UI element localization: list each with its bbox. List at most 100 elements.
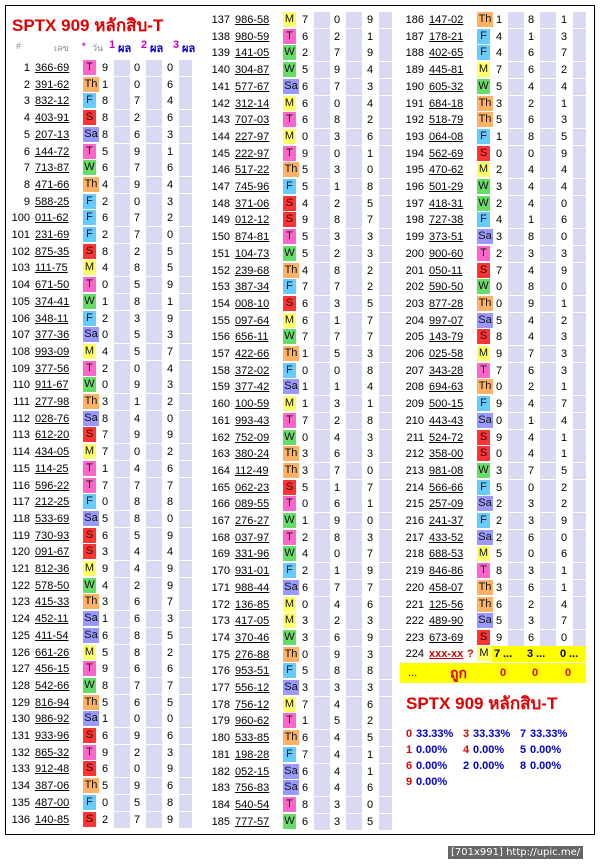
row-code: 343-28 bbox=[429, 364, 464, 377]
cell-bg bbox=[508, 28, 524, 45]
table-row: 158 372-02 F 0 0 8 bbox=[206, 362, 392, 379]
row-value-1: 9 bbox=[495, 431, 503, 444]
correct-1: 0 bbox=[500, 667, 507, 679]
row-value-1: 9 bbox=[301, 214, 309, 227]
row-number: 219 bbox=[405, 565, 424, 578]
cell-bg bbox=[146, 527, 162, 544]
row-day: M bbox=[283, 128, 296, 144]
cell-bg bbox=[314, 412, 330, 429]
cell-bg bbox=[346, 680, 362, 696]
cell-bg bbox=[346, 513, 362, 529]
row-value-1: 4 bbox=[101, 262, 109, 275]
row-value-3: 9 bbox=[166, 279, 174, 292]
table-row: 3 832-12 F 8 7 4 bbox=[6, 93, 192, 110]
row-number: 222 bbox=[405, 615, 424, 628]
cell-bg bbox=[114, 494, 130, 511]
row-value-2: 0 bbox=[133, 195, 141, 208]
stat-digit: 1 bbox=[406, 744, 413, 756]
cell-bg bbox=[146, 694, 162, 711]
cell-bg bbox=[540, 329, 556, 346]
row-day: W bbox=[283, 429, 296, 445]
table-row: 149 012-12 S 9 8 7 bbox=[206, 212, 392, 229]
row-code: 877-28 bbox=[429, 297, 464, 310]
row-value-3: 3 bbox=[560, 331, 568, 344]
table-row: 223 673-69 S 9 6 0 bbox=[400, 629, 586, 646]
row-code: 471-66 bbox=[35, 178, 70, 191]
header-res2: ผล bbox=[150, 43, 164, 55]
row-value-1: 3 bbox=[495, 464, 503, 477]
row-day: S bbox=[477, 629, 490, 645]
row-value-3: 3 bbox=[366, 348, 374, 360]
cell-bg bbox=[573, 245, 586, 262]
cell-bg bbox=[346, 128, 362, 145]
table-row: 175 276-88 Th 0 9 3 bbox=[206, 646, 392, 663]
table-row: 211 524-72 S 9 4 1 bbox=[400, 429, 586, 446]
table-row: 103 111-75 M 4 8 5 bbox=[6, 260, 192, 277]
row-code: 178-21 bbox=[429, 30, 464, 43]
row-value-1: 7 bbox=[301, 414, 309, 427]
table-row: 161 993-43 T 7 2 8 bbox=[206, 412, 392, 429]
row-code: 865-32 bbox=[35, 746, 70, 759]
row-number: 125 bbox=[11, 629, 30, 642]
row-code: 533-69 bbox=[35, 512, 70, 525]
cell-bg bbox=[379, 379, 392, 396]
cell-bg bbox=[573, 412, 586, 429]
row-value-2: 6 bbox=[527, 64, 535, 77]
row-value-2: 4 bbox=[527, 80, 535, 93]
row-value-1: 2 bbox=[301, 565, 309, 578]
row-value-1: 6 bbox=[301, 765, 309, 778]
table-row: 113 612-20 S 7 9 9 bbox=[6, 427, 192, 444]
cell-bg bbox=[346, 813, 362, 830]
row-value-2: 6 bbox=[527, 581, 535, 594]
row-day: T bbox=[477, 245, 490, 261]
cell-bg bbox=[540, 629, 556, 646]
row-day: F bbox=[477, 45, 490, 61]
cell-bg bbox=[508, 78, 524, 95]
cell-bg bbox=[573, 513, 586, 529]
cell-bg bbox=[314, 596, 330, 613]
cell-bg bbox=[573, 229, 586, 246]
cell-bg bbox=[146, 377, 162, 394]
cell-bg bbox=[146, 594, 162, 611]
cell-bg bbox=[314, 262, 330, 279]
cell-bg bbox=[146, 460, 162, 477]
table-row: 207 343-28 T 7 6 3 bbox=[400, 362, 586, 379]
row-code: 533-85 bbox=[235, 732, 270, 745]
row-number: 164 bbox=[211, 464, 230, 477]
cell-bg bbox=[573, 629, 586, 646]
row-day: S bbox=[477, 429, 490, 445]
row-day: Sa bbox=[283, 763, 299, 779]
cell-bg bbox=[573, 596, 586, 613]
row-number: 177 bbox=[211, 682, 230, 694]
row-value-1: 2 bbox=[495, 515, 503, 527]
table-row: 197 418-31 W 2 4 0 bbox=[400, 195, 586, 212]
cell-bg bbox=[346, 479, 362, 496]
row-value-3: 0 bbox=[366, 515, 374, 527]
row-code: 777-57 bbox=[235, 815, 270, 828]
cell-bg bbox=[114, 227, 130, 243]
row-value-3: 6 bbox=[166, 780, 174, 793]
row-value-3: 2 bbox=[560, 498, 568, 511]
cell-bg bbox=[146, 778, 162, 795]
cell-bg bbox=[540, 28, 556, 45]
cell-bg bbox=[508, 279, 524, 296]
row-value-3: 8 bbox=[366, 414, 374, 427]
row-number: 148 bbox=[211, 197, 230, 210]
row-value-2: 7 bbox=[133, 95, 141, 108]
table-row: 131 933-96 S 6 9 6 bbox=[6, 728, 192, 744]
row-value-1: 9 bbox=[301, 147, 309, 160]
row-value-3: 0 bbox=[166, 229, 174, 241]
row-code: 452-11 bbox=[35, 613, 69, 626]
cell-bg bbox=[114, 76, 130, 93]
table-row: 199 373-51 Sa 3 8 0 bbox=[400, 229, 586, 246]
row-value-1: 9 bbox=[101, 563, 109, 575]
cell-bg bbox=[314, 229, 330, 246]
cell-bg bbox=[573, 262, 586, 279]
row-value-3: 1 bbox=[560, 381, 568, 394]
cell-bg bbox=[114, 327, 130, 344]
cell-bg bbox=[146, 477, 162, 494]
row-value-2: 2 bbox=[133, 112, 141, 125]
row-value-1: 0 bbox=[101, 279, 109, 292]
row-code: 911-67 bbox=[35, 379, 69, 392]
row-value-3: 3 bbox=[366, 80, 374, 93]
